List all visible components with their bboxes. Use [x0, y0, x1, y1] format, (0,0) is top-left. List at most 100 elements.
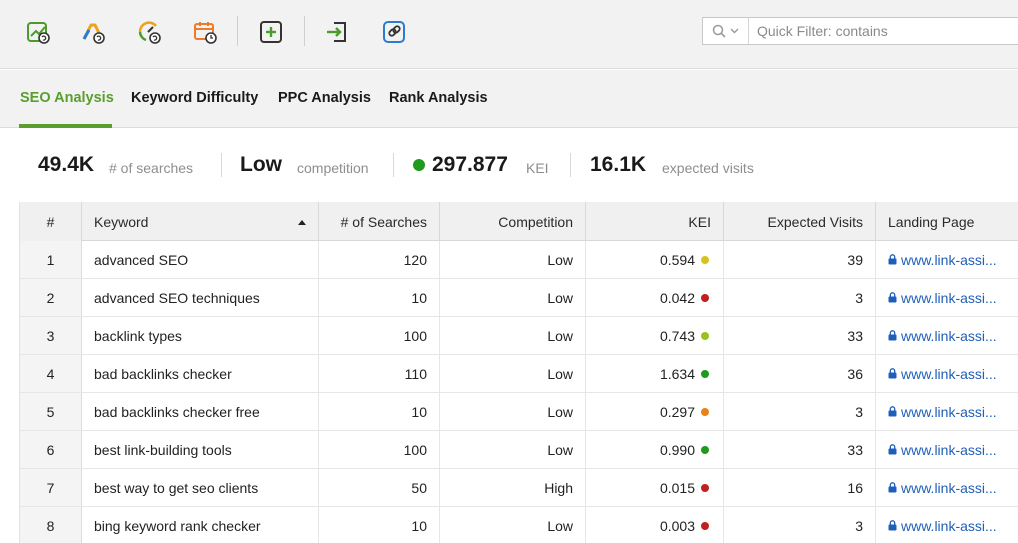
analysis-tabs: SEO Analysis Keyword Difficulty PPC Anal… — [0, 70, 1018, 128]
landing-page-cell: www.link-assi... — [876, 355, 1018, 392]
lock-icon — [888, 406, 897, 417]
landing-page-link[interactable]: www.link-assi... — [888, 366, 997, 382]
kei-status-dot — [701, 407, 709, 416]
add-keywords-button[interactable] — [254, 15, 288, 49]
kei-status-dot — [701, 255, 709, 264]
table-row[interactable]: 2 advanced SEO techniques 10 Low 0.042 3 www.l… — [20, 279, 1018, 317]
landing-page-link[interactable]: www.link-assi... — [888, 252, 997, 268]
filter-mode-dropdown[interactable] — [703, 18, 749, 44]
lock-icon — [888, 444, 897, 455]
update-adwords-button[interactable] — [76, 15, 110, 49]
visits-cell: 3 — [724, 279, 876, 316]
searches-label: # of searches — [109, 160, 194, 176]
keyword-cell: backlink types — [82, 317, 319, 354]
table-row[interactable]: 1 advanced SEO 120 Low 0.594 39 www.link-assi.… — [20, 241, 1018, 279]
kei-label: KEI — [526, 160, 549, 176]
table-row[interactable]: 4 bad backlinks checker 110 Low 1.634 36 www.l… — [20, 355, 1018, 393]
update-rankings-icon — [27, 22, 50, 44]
update-rankings-button[interactable] — [21, 15, 55, 49]
column-header-visits[interactable]: Expected Visits — [724, 202, 876, 241]
link-button[interactable] — [377, 15, 411, 49]
update-kei-icon — [138, 21, 161, 44]
tab-ppc-analysis[interactable]: PPC Analysis — [278, 90, 371, 106]
kei-status-dot — [701, 521, 709, 530]
landing-page-cell: www.link-assi... — [876, 279, 1018, 316]
kei-cell: 0.015 — [586, 469, 724, 506]
landing-page-url: www.link-assi... — [901, 251, 997, 268]
tab-keyword-difficulty[interactable]: Keyword Difficulty — [131, 90, 259, 106]
competition-cell: Low — [440, 241, 586, 278]
move-to-button[interactable] — [320, 15, 354, 49]
tab-rank-analysis[interactable]: Rank Analysis — [389, 90, 488, 106]
column-header-index[interactable]: # — [20, 202, 82, 241]
landing-page-url: www.link-assi... — [901, 327, 997, 344]
table-row[interactable]: 8 bing keyword rank checker 10 Low 0.003 3 www… — [20, 507, 1018, 543]
kei-status-dot — [701, 369, 709, 378]
lock-icon — [888, 254, 897, 265]
searches-cell: 100 — [319, 431, 440, 468]
visits-cell: 3 — [724, 393, 876, 430]
tab-seo-analysis[interactable]: SEO Analysis — [20, 90, 114, 106]
landing-page-url: www.link-assi... — [901, 365, 997, 382]
competition-cell: Low — [440, 431, 586, 468]
kei-cell: 0.743 — [586, 317, 724, 354]
column-header-competition[interactable]: Competition — [440, 202, 586, 241]
summary-bar: 49.4K # of searches Low competition 297.… — [0, 129, 1018, 201]
table-row[interactable]: 5 bad backlinks checker free 10 Low 0.297 3 ww… — [20, 393, 1018, 431]
landing-page-link[interactable]: www.link-assi... — [888, 518, 997, 534]
summary-separator — [221, 153, 222, 177]
kei-value: 0.042 — [659, 289, 695, 306]
landing-page-link[interactable]: www.link-assi... — [888, 404, 997, 420]
table-row[interactable]: 7 best way to get seo clients 50 High 0.015 1… — [20, 469, 1018, 507]
kei-cell: 0.990 — [586, 431, 724, 468]
toolbar-separator — [237, 16, 238, 46]
table-row[interactable]: 3 backlink types 100 Low 0.743 33 www.link-ass… — [20, 317, 1018, 355]
kei-value: 0.743 — [659, 327, 695, 344]
landing-page-url: www.link-assi... — [901, 289, 997, 306]
column-header-keyword-label: Keyword — [94, 213, 149, 230]
kei-total: 297.877 — [432, 153, 508, 176]
search-icon — [712, 24, 726, 38]
quick-filter-input[interactable] — [749, 18, 1018, 44]
quick-filter — [702, 17, 1018, 45]
kei-cell: 0.297 — [586, 393, 724, 430]
schedule-update-icon — [194, 22, 217, 44]
kei-value: 0.015 — [659, 479, 695, 496]
visits-cell: 36 — [724, 355, 876, 392]
landing-page-url: www.link-assi... — [901, 441, 997, 458]
keyword-cell: bad backlinks checker free — [82, 393, 319, 430]
landing-page-url: www.link-assi... — [901, 517, 997, 534]
kei-status-dot — [413, 159, 425, 171]
kei-cell: 0.042 — [586, 279, 724, 316]
landing-page-cell: www.link-assi... — [876, 507, 1018, 543]
row-index: 1 — [20, 241, 82, 278]
column-header-kei[interactable]: KEI — [586, 202, 724, 241]
table-row[interactable]: 6 best link-building tools 100 Low 0.990 33 ww… — [20, 431, 1018, 469]
competition-cell: Low — [440, 393, 586, 430]
landing-page-cell: www.link-assi... — [876, 393, 1018, 430]
summary-separator — [393, 153, 394, 177]
kei-status-dot — [701, 331, 709, 340]
column-header-landing-page[interactable]: Landing Page — [876, 202, 1018, 241]
landing-page-link[interactable]: www.link-assi... — [888, 480, 997, 496]
competition-cell: Low — [440, 355, 586, 392]
searches-cell: 10 — [319, 507, 440, 543]
landing-page-link[interactable]: www.link-assi... — [888, 442, 997, 458]
landing-page-cell: www.link-assi... — [876, 317, 1018, 354]
competition-cell: High — [440, 469, 586, 506]
schedule-update-button[interactable] — [188, 15, 222, 49]
column-header-keyword[interactable]: Keyword — [82, 202, 319, 241]
landing-page-link[interactable]: www.link-assi... — [888, 290, 997, 306]
column-header-searches[interactable]: # of Searches — [319, 202, 440, 241]
competition-cell: Low — [440, 279, 586, 316]
update-kei-button[interactable] — [132, 15, 166, 49]
keyword-cell: bing keyword rank checker — [82, 507, 319, 543]
visits-cell: 33 — [724, 431, 876, 468]
row-index: 4 — [20, 355, 82, 392]
competition-total: Low — [240, 153, 282, 176]
keyword-cell: best link-building tools — [82, 431, 319, 468]
landing-page-link[interactable]: www.link-assi... — [888, 328, 997, 344]
lock-icon — [888, 520, 897, 531]
kei-value: 0.990 — [659, 441, 695, 458]
searches-cell: 10 — [319, 279, 440, 316]
